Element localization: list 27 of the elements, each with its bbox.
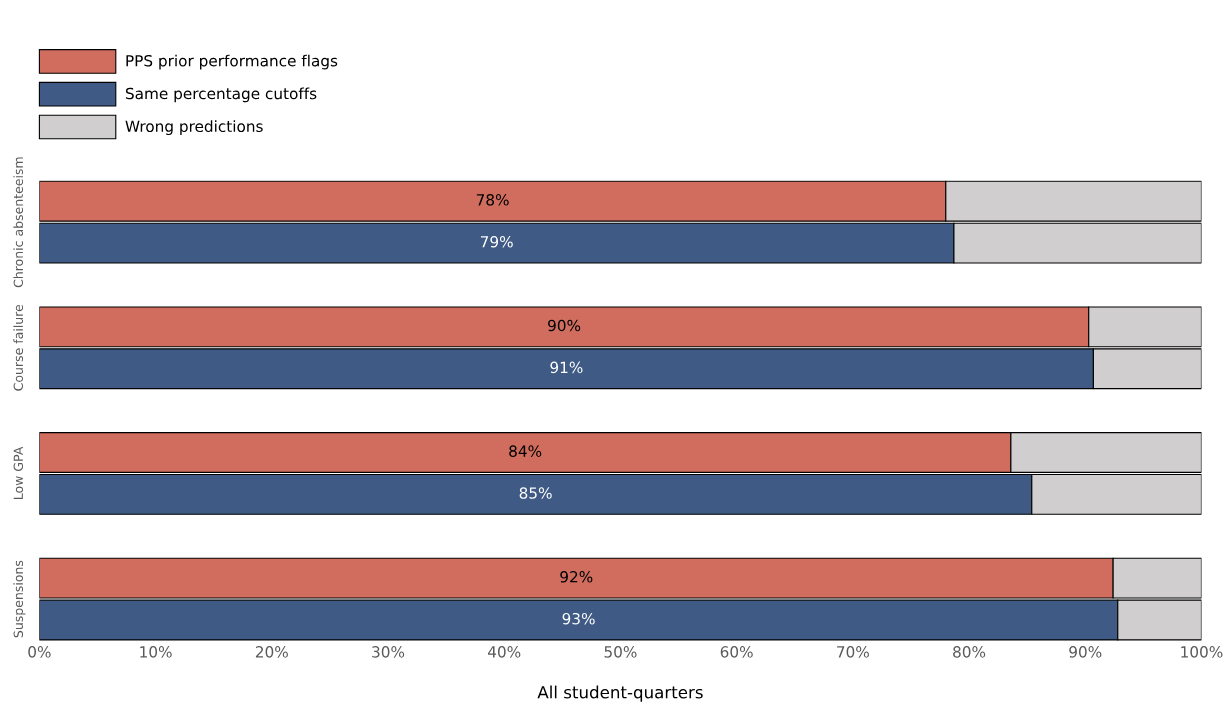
data-label: 79% — [480, 235, 513, 248]
data-label: 85% — [519, 487, 552, 499]
data-label: 84% — [509, 445, 542, 457]
legend-label: PPS prior performance flags — [126, 54, 338, 70]
x-tick-label: 80% — [953, 646, 986, 658]
data-label: 91% — [550, 361, 583, 374]
y-tick-label: Chronic absenteeism — [13, 157, 24, 288]
legend-label: Wrong predictions — [125, 120, 263, 136]
x-tick-label: 60% — [720, 646, 753, 658]
x-tick-label: 30% — [372, 646, 405, 658]
y-tick-label: Suspensions — [13, 560, 26, 638]
x-tick-label: 10% — [140, 646, 172, 658]
data-label: 90% — [548, 319, 581, 332]
x-tick-label: 40% — [487, 646, 521, 658]
x-tick-label: 90% — [1069, 646, 1102, 658]
x-tick-label: 100% — [1181, 646, 1223, 658]
data-label: 92% — [560, 571, 593, 583]
x-tick-label: 70% — [837, 646, 869, 658]
y-tick-label: Low GPA — [13, 446, 24, 499]
legend-label: Same percentage cutoffs — [125, 87, 317, 103]
data-label: 93% — [562, 612, 595, 625]
x-tick-label: 50% — [604, 646, 637, 658]
data-label: 78% — [476, 194, 509, 206]
x-tick-label: 20% — [255, 646, 288, 658]
y-tick-label: Course failure — [13, 304, 24, 391]
x-tick-label: 0% — [28, 646, 51, 658]
x-axis-title: All student-quarters — [537, 685, 703, 702]
